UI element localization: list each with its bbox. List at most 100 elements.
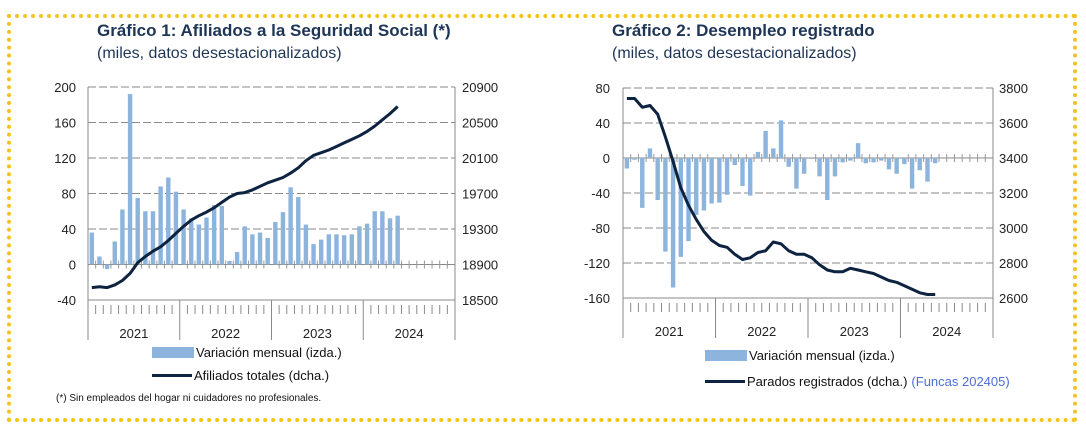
bar <box>840 158 845 163</box>
y-left-tick-label: 80 <box>596 81 610 96</box>
bar <box>326 234 332 265</box>
y-left-tick-label: -80 <box>591 221 610 236</box>
bar <box>219 205 225 265</box>
bar <box>89 232 95 265</box>
bar <box>273 221 278 265</box>
bar <box>879 158 884 161</box>
y-right-tick-label: 19700 <box>462 187 498 202</box>
bar <box>296 197 301 265</box>
y-right-tick-label: 3800 <box>999 81 1028 96</box>
bar <box>288 187 293 265</box>
chart1-subtitle: (miles, datos desestacionalizados) <box>97 45 342 62</box>
chart1-title: Gráfico 1: Afiliados a la Seguridad Soci… <box>97 21 451 40</box>
y-left-tick-label: -40 <box>57 293 76 308</box>
bar <box>771 148 776 158</box>
y-right-tick-label: 20500 <box>462 116 498 131</box>
bar <box>211 205 217 265</box>
y-left-tick-label: -120 <box>584 256 610 271</box>
x-tick-label: 2021 <box>655 324 684 339</box>
bar-swatch <box>152 347 194 358</box>
bar <box>143 211 148 265</box>
bar <box>655 158 660 200</box>
y-left-tick-label: 200 <box>54 80 76 95</box>
x-tick-label: 2022 <box>747 324 776 339</box>
bar <box>127 94 133 265</box>
x-tick-label: 2024 <box>932 324 961 339</box>
bar <box>640 158 645 208</box>
bar <box>732 158 737 165</box>
bar <box>863 158 869 164</box>
y-right-tick-label: 20100 <box>462 151 498 166</box>
x-tick-label: 2023 <box>840 324 869 339</box>
y-right-tick-label: 19300 <box>462 222 498 237</box>
bar <box>670 158 676 288</box>
bar <box>303 224 309 265</box>
x-tick-label: 2022 <box>211 326 240 341</box>
bar <box>801 158 807 174</box>
bar <box>755 151 761 158</box>
bar <box>678 158 684 257</box>
y-right-tick-label: 2600 <box>999 291 1028 306</box>
y-left-tick-label: 0 <box>69 258 76 273</box>
y-left-tick-label: -160 <box>584 291 610 306</box>
bar <box>380 211 385 265</box>
bar <box>265 237 270 265</box>
bar <box>786 158 791 167</box>
bar <box>709 158 714 204</box>
x-tick-label: 2024 <box>395 326 424 341</box>
bar <box>778 120 784 158</box>
bar <box>794 158 799 189</box>
bar <box>242 226 247 265</box>
chart1-footnote: (*) Sin empleados del hogar ni cuidadore… <box>56 393 322 404</box>
bar <box>917 158 922 171</box>
y-right-tick-label: 2800 <box>999 256 1028 271</box>
bar <box>250 234 255 265</box>
y-left-tick-label: 40 <box>596 116 610 131</box>
series-line <box>91 105 399 290</box>
y-left-tick-label: 120 <box>54 151 76 166</box>
bar <box>181 209 186 265</box>
bar <box>104 264 110 269</box>
y-left-tick-label: 80 <box>62 187 76 202</box>
bar <box>848 158 853 161</box>
bar <box>632 158 637 160</box>
line-swatch <box>152 374 192 377</box>
bar <box>135 197 140 265</box>
bar <box>334 234 339 265</box>
y-left-tick-label: -40 <box>591 186 610 201</box>
bar <box>349 234 354 265</box>
bar <box>234 252 240 265</box>
bar <box>701 158 707 211</box>
y-left-tick-label: 160 <box>54 116 76 131</box>
bar <box>341 235 347 265</box>
bar <box>196 224 202 265</box>
legend-label: Variación mensual (izda.) <box>749 348 895 363</box>
bar <box>158 186 163 265</box>
y-left-tick-label: 0 <box>603 151 610 166</box>
y-right-tick-label: 18900 <box>462 258 498 273</box>
y-right-tick-label: 3200 <box>999 186 1028 201</box>
bar <box>372 211 377 265</box>
bar <box>817 158 822 177</box>
y-right-tick-label: 3400 <box>999 151 1028 166</box>
series-line <box>626 97 936 296</box>
bar <box>825 158 830 200</box>
x-tick-label: 2021 <box>119 326 148 341</box>
chart2-title: Gráfico 2: Desempleo registrado <box>612 21 875 40</box>
line-swatch <box>705 380 745 383</box>
bar <box>357 226 362 265</box>
bar <box>120 209 125 265</box>
bar <box>694 158 699 215</box>
bar <box>686 158 691 242</box>
bar <box>204 217 209 265</box>
bar <box>395 215 400 265</box>
y-right-tick-label: 3600 <box>999 116 1028 131</box>
bar <box>647 148 653 158</box>
legend-label: Afiliados totales (dcha.) <box>194 368 330 383</box>
bar <box>624 158 630 169</box>
bar <box>112 241 117 265</box>
chart2-subtitle: (miles, datos desestacionalizados) <box>612 45 857 62</box>
chart2-legend-line: Parados registrados (dcha.) (Funcas 2024… <box>705 374 1010 389</box>
